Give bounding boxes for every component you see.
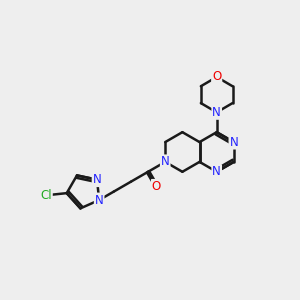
Text: N: N: [212, 106, 221, 119]
Text: N: N: [212, 165, 221, 178]
Text: N: N: [93, 173, 101, 186]
Text: Cl: Cl: [40, 189, 52, 202]
Text: O: O: [152, 180, 161, 193]
Text: N: N: [230, 136, 238, 148]
Text: N: N: [161, 155, 170, 168]
Text: O: O: [212, 70, 221, 83]
Text: N: N: [95, 194, 103, 206]
